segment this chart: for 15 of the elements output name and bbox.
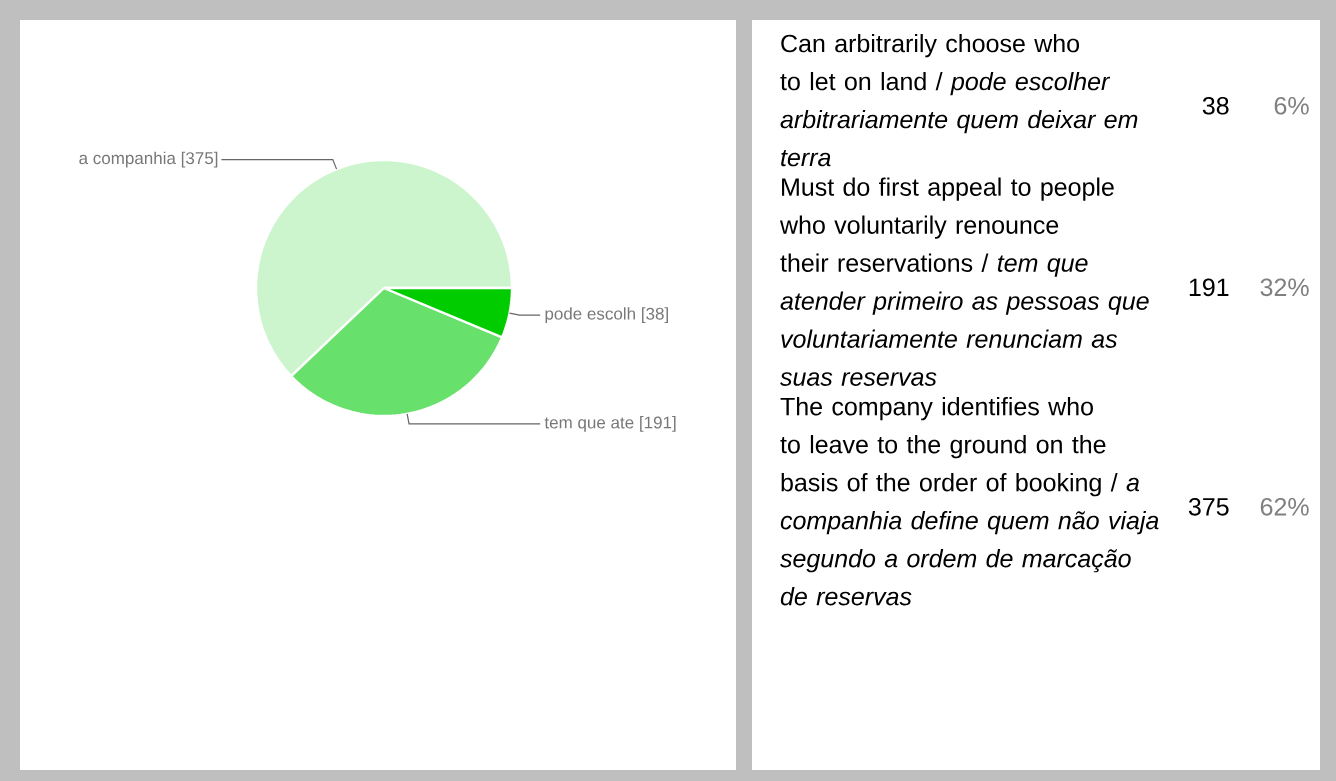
data-label: [191] <box>640 416 676 432</box>
slice-label: pode escolh <box>545 307 635 324</box>
text: Can arbitrarily choose who to let on land / pode escolher arbitrariamente quem deixar em terra <box>780 33 1138 167</box>
data-label: [38] <box>642 307 668 324</box>
slice-label: tem que ate <box>544 417 634 432</box>
slice-label: a companhia <box>79 151 176 168</box>
data-label: [375] <box>181 151 218 168</box>
text: 62% <box>1260 497 1309 516</box>
text: 32% <box>1260 278 1309 297</box>
text: 6% <box>1274 96 1309 115</box>
text: 38 <box>1202 96 1229 115</box>
text: The company identifies who to leave to the ground on the basis of the order of booking / a companhia define quem não viaja segundo a ordem de marcação de reservas <box>780 397 1159 606</box>
text: 191 <box>1189 278 1229 297</box>
text: Must do first appeal to people who voluntarily renounce their reservations / tem que atender primeiro as pessoas que voluntariamente renunciam as suas reservas <box>779 177 1149 386</box>
text: 375 <box>1188 497 1229 516</box>
